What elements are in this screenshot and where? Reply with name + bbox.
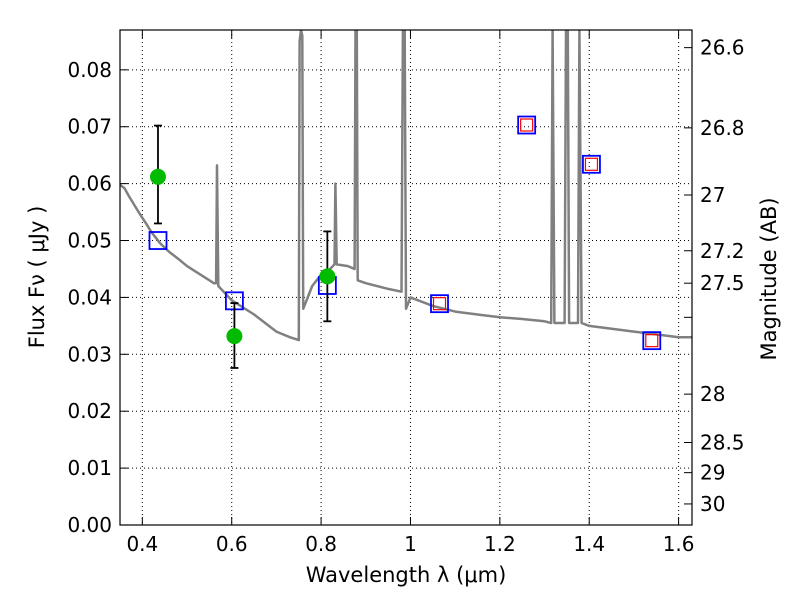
- y-tick-label: 0.04: [67, 285, 112, 309]
- model-spectrum-layer: [120, 30, 692, 342]
- y2-axis-label: Magnitude (AB): [757, 197, 781, 360]
- plot-frame: [119, 29, 693, 526]
- mag-tick-label: 27: [700, 183, 725, 207]
- mag-tick-label: 27.2: [700, 239, 745, 263]
- x-tick-label: 1.2: [484, 532, 516, 556]
- mag-tick-label: 28.5: [700, 431, 745, 455]
- y-tick-label: 0.08: [67, 58, 112, 82]
- model-photometry-square: [148, 231, 168, 250]
- x-tick-label: 0.8: [305, 532, 337, 556]
- tick-labels: 0.4 0.6 0.8 1 1.2 1.4 1.6 0.00 0.01 0.02 0.03 0.04 0…: [67, 36, 744, 556]
- photometry-markers: [148, 115, 662, 369]
- axis-ticks: [120, 30, 692, 526]
- y-tick-label: 0.06: [67, 172, 112, 196]
- model-photometry-square: [430, 294, 449, 314]
- y-tick-label: 0.07: [67, 115, 112, 139]
- x-tick-label: 0.4: [126, 532, 158, 556]
- x-axis-label: Wavelength λ (μm): [306, 563, 507, 587]
- y-axis-label: Flux Fν ( μJy ): [25, 206, 49, 349]
- y-tick-label: 0.00: [67, 513, 112, 537]
- model-photometry-square: [642, 331, 662, 351]
- observed-photometry-point: [226, 328, 243, 345]
- model-photometry-inner-square: [520, 118, 534, 132]
- model-photometry-inner-square: [584, 157, 599, 171]
- sed-model-line: [120, 30, 692, 342]
- mag-tick-label: 30: [700, 492, 725, 516]
- model-photometry-square: [517, 115, 537, 135]
- x-tick-label: 1.4: [573, 532, 605, 556]
- mag-tick-label: 27.5: [700, 271, 745, 295]
- mag-tick-label: 29: [700, 461, 725, 485]
- mag-tick-label: 26.8: [700, 116, 745, 140]
- observed-photometry-point: [319, 268, 336, 285]
- x-tick-label: 0.6: [216, 532, 248, 556]
- x-tick-label: 1.6: [663, 532, 695, 556]
- model-photometry-square: [582, 154, 601, 174]
- observed-photometry-point: [149, 168, 166, 185]
- model-photometry-inner-square: [645, 334, 659, 348]
- x-tick-label: 1: [404, 532, 417, 556]
- mag-tick-label: 28: [700, 382, 725, 406]
- mag-tick-label: 26.6: [700, 36, 745, 60]
- y-tick-label: 0.05: [67, 229, 112, 253]
- y-tick-label: 0.01: [67, 456, 112, 480]
- model-photometry-inner-square: [432, 297, 447, 311]
- y-tick-label: 0.02: [67, 399, 112, 423]
- y-tick-label: 0.03: [67, 342, 112, 366]
